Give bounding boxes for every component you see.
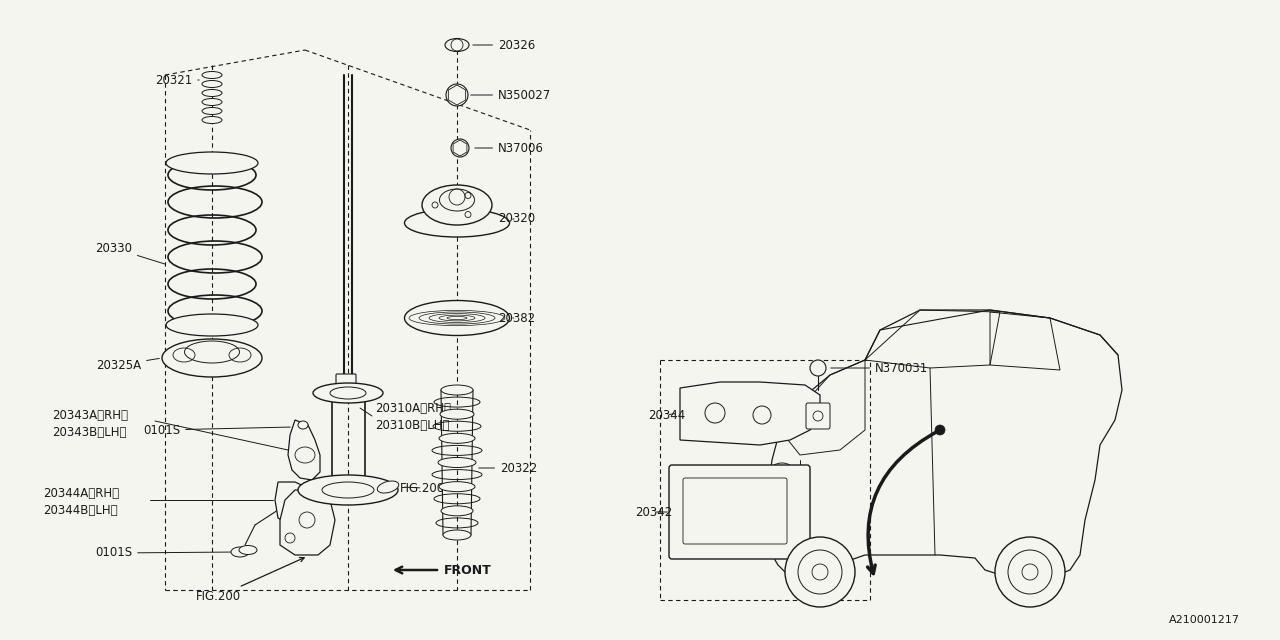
Text: N350027: N350027 bbox=[471, 88, 552, 102]
Ellipse shape bbox=[422, 185, 492, 225]
Circle shape bbox=[934, 425, 945, 435]
Ellipse shape bbox=[202, 116, 221, 124]
Text: FRONT: FRONT bbox=[444, 563, 492, 577]
FancyBboxPatch shape bbox=[335, 374, 356, 394]
Polygon shape bbox=[768, 310, 1123, 580]
Ellipse shape bbox=[298, 475, 398, 505]
Ellipse shape bbox=[378, 481, 399, 493]
Text: 20310A〈RH〉: 20310A〈RH〉 bbox=[375, 401, 451, 415]
Ellipse shape bbox=[442, 385, 474, 395]
Text: 0101S: 0101S bbox=[95, 547, 236, 559]
Text: 20325A: 20325A bbox=[96, 358, 159, 371]
Ellipse shape bbox=[166, 152, 259, 174]
Circle shape bbox=[785, 537, 855, 607]
Ellipse shape bbox=[202, 72, 221, 79]
Text: N37006: N37006 bbox=[475, 141, 544, 154]
Text: 0101S: 0101S bbox=[143, 424, 291, 436]
Text: 20321: 20321 bbox=[155, 74, 200, 86]
Text: A210001217: A210001217 bbox=[1169, 615, 1240, 625]
Text: 20343A〈RH〉: 20343A〈RH〉 bbox=[52, 408, 128, 422]
Ellipse shape bbox=[202, 108, 221, 115]
Text: 20382: 20382 bbox=[498, 312, 535, 324]
Text: 20326: 20326 bbox=[472, 38, 535, 51]
Ellipse shape bbox=[439, 433, 475, 444]
Circle shape bbox=[451, 139, 468, 157]
Ellipse shape bbox=[404, 301, 509, 335]
Text: 20322: 20322 bbox=[479, 461, 538, 474]
FancyBboxPatch shape bbox=[806, 403, 829, 429]
Text: FIG.200: FIG.200 bbox=[399, 481, 445, 495]
Text: N370031: N370031 bbox=[831, 362, 928, 374]
Ellipse shape bbox=[438, 458, 476, 467]
Ellipse shape bbox=[298, 421, 308, 429]
Ellipse shape bbox=[404, 209, 509, 237]
Text: FIG.200: FIG.200 bbox=[196, 557, 305, 603]
Text: 20343B〈LH〉: 20343B〈LH〉 bbox=[52, 426, 127, 438]
Circle shape bbox=[445, 84, 468, 106]
Ellipse shape bbox=[440, 409, 474, 419]
Text: 20344B〈LH〉: 20344B〈LH〉 bbox=[44, 504, 118, 516]
Text: 20310B〈LH〉: 20310B〈LH〉 bbox=[375, 419, 449, 431]
Circle shape bbox=[995, 537, 1065, 607]
Ellipse shape bbox=[230, 547, 250, 557]
Polygon shape bbox=[680, 382, 820, 445]
Ellipse shape bbox=[163, 339, 262, 377]
Ellipse shape bbox=[445, 38, 468, 51]
Ellipse shape bbox=[202, 99, 221, 106]
Polygon shape bbox=[288, 420, 320, 480]
Ellipse shape bbox=[314, 383, 383, 403]
Text: 20344: 20344 bbox=[648, 408, 685, 422]
Text: 20342: 20342 bbox=[635, 506, 672, 518]
Ellipse shape bbox=[443, 530, 471, 540]
Ellipse shape bbox=[439, 482, 475, 492]
Circle shape bbox=[810, 360, 826, 376]
Ellipse shape bbox=[442, 506, 474, 516]
Polygon shape bbox=[280, 490, 335, 555]
Ellipse shape bbox=[202, 90, 221, 97]
Polygon shape bbox=[275, 482, 312, 525]
Ellipse shape bbox=[239, 545, 257, 554]
Text: 20330: 20330 bbox=[95, 241, 165, 264]
Text: 20344A〈RH〉: 20344A〈RH〉 bbox=[44, 486, 119, 499]
Text: 20320: 20320 bbox=[498, 211, 535, 225]
FancyBboxPatch shape bbox=[669, 465, 810, 559]
Ellipse shape bbox=[202, 81, 221, 88]
Ellipse shape bbox=[166, 314, 259, 336]
